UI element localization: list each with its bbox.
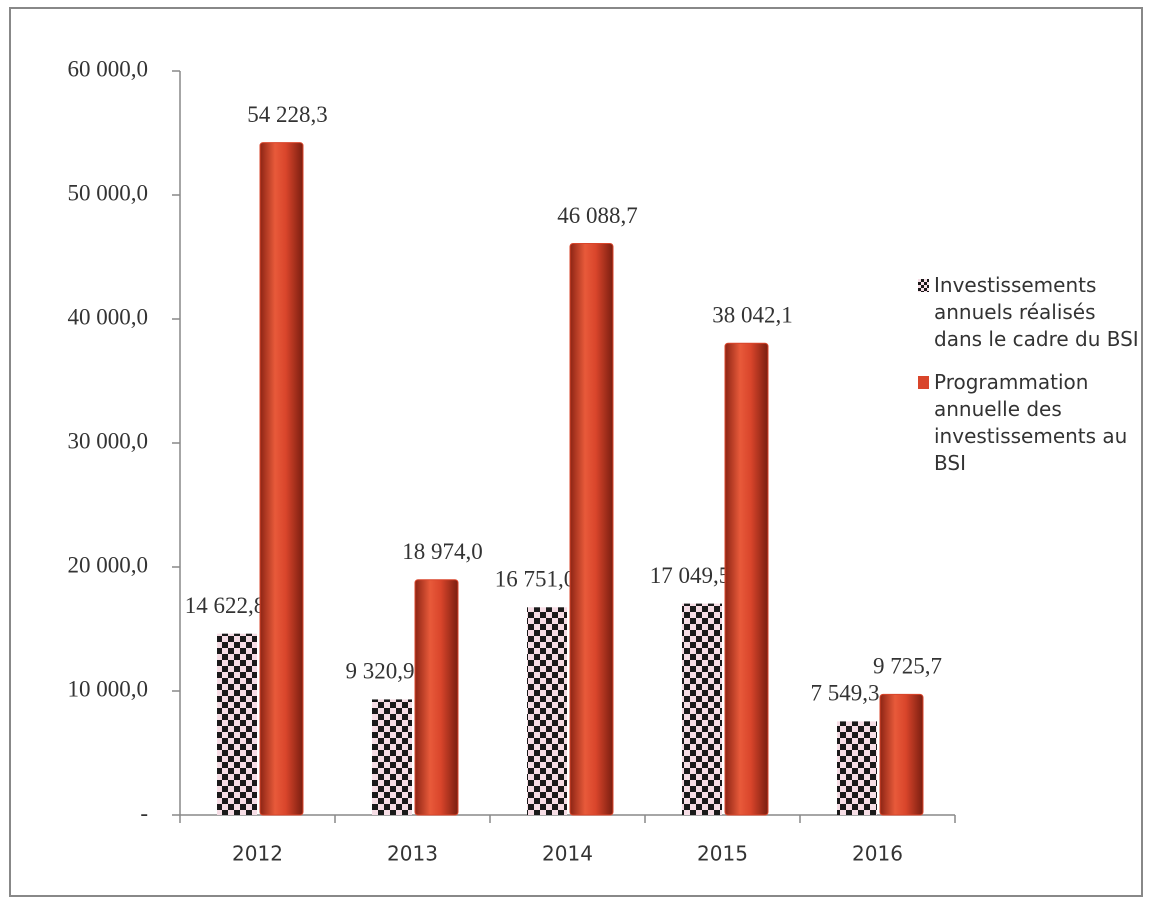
y-tick-label: -	[140, 800, 148, 825]
legend-label: Programmation annuelle des investissemen…	[934, 370, 1128, 475]
x-tick-label: 2013	[387, 842, 438, 866]
bar	[372, 699, 412, 815]
frame	[9, 7, 1143, 897]
y-tick-label: 10 000,0	[68, 676, 149, 701]
x-tick-label: 2016	[852, 842, 903, 866]
value-label: 46 088,7	[557, 203, 638, 228]
value-label: 17 049,5	[650, 563, 731, 588]
value-label: 18 974,0	[402, 539, 483, 564]
bar	[217, 633, 257, 815]
legend-entry: Programmation annuelle des investissemen…	[918, 369, 1143, 477]
bar	[724, 342, 769, 816]
bar	[414, 579, 459, 816]
value-label: 9 320,9	[346, 659, 415, 684]
bar	[682, 603, 722, 815]
bar	[879, 693, 924, 816]
legend-entry: Investissements annuels réalisés dans le…	[918, 272, 1143, 353]
y-tick-label: 60 000,0	[68, 56, 149, 81]
y-tick-label: 50 000,0	[68, 180, 149, 205]
legend-label: Investissements annuels réalisés dans le…	[934, 273, 1139, 351]
bar	[259, 142, 304, 816]
y-tick-label: 20 000,0	[68, 552, 149, 577]
bar	[837, 721, 877, 815]
x-tick-label: 2014	[542, 842, 593, 866]
x-tick-label: 2012	[232, 842, 283, 866]
bar	[569, 243, 614, 816]
bar	[527, 607, 567, 815]
value-label: 7 549,3	[811, 681, 880, 706]
value-label: 38 042,1	[712, 303, 793, 328]
x-tick-label: 2015	[697, 842, 748, 866]
legend: Investissements annuels réalisés dans le…	[918, 272, 1143, 493]
legend-swatch	[918, 279, 929, 292]
legend-swatch	[918, 376, 929, 389]
value-label: 14 622,8	[185, 593, 266, 618]
value-label: 54 228,3	[247, 102, 328, 127]
y-tick-label: 40 000,0	[68, 304, 149, 329]
y-tick-label: 30 000,0	[68, 428, 149, 453]
value-label: 9 725,7	[873, 654, 942, 679]
value-label: 16 751,0	[495, 567, 576, 592]
